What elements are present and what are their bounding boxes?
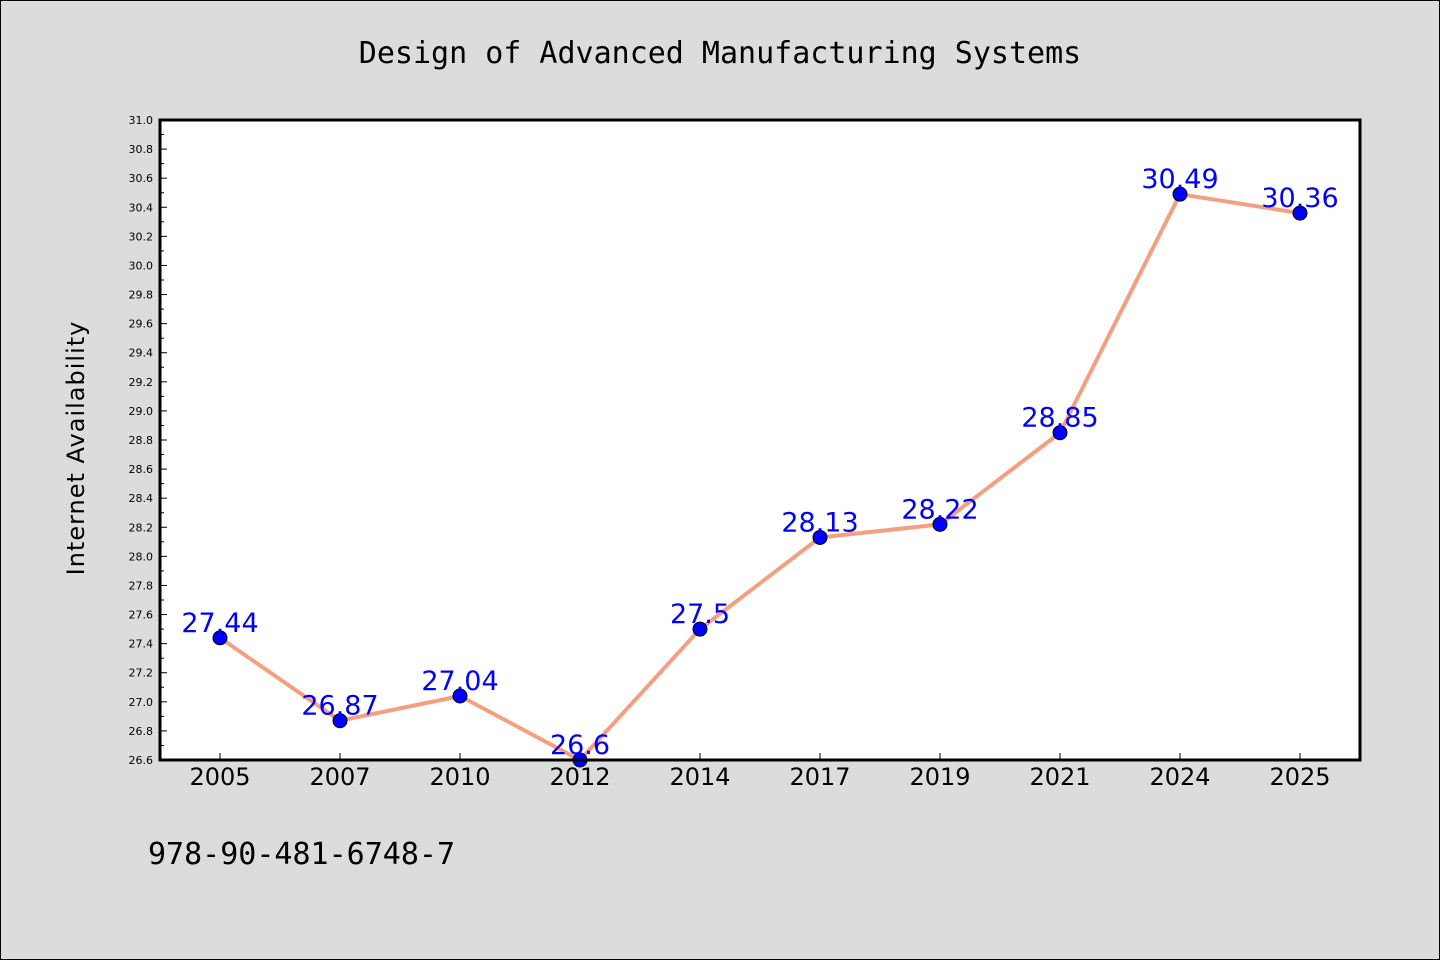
x-tick-label: 2010 xyxy=(429,763,490,791)
data-label: 26.6 xyxy=(550,730,610,761)
data-label: 28.22 xyxy=(901,494,978,525)
y-tick-label: 28.2 xyxy=(129,521,154,534)
data-point xyxy=(212,630,228,646)
y-tick-label: 30.2 xyxy=(129,230,154,243)
series-line xyxy=(218,192,1302,762)
x-tick-label: 2005 xyxy=(189,763,250,791)
isbn-text: 978-90-481-6748-7 xyxy=(148,837,455,872)
x-tick-label: 2025 xyxy=(1269,763,1330,791)
data-label: 30.49 xyxy=(1141,164,1218,195)
y-tick-label: 27.0 xyxy=(129,696,154,709)
y-tick-label: 28.6 xyxy=(129,463,154,476)
y-tick-label: 27.8 xyxy=(129,579,154,592)
x-tick-label: 2021 xyxy=(1029,763,1090,791)
y-tick-label: 29.4 xyxy=(129,347,154,360)
data-point xyxy=(812,529,828,545)
data-point xyxy=(1292,205,1308,221)
x-axis-ticks: 2005 2007 2010 2012 2014 2017 2019 2021 2024 2025 xyxy=(189,753,1331,791)
x-tick-label: 2007 xyxy=(309,763,370,791)
x-tick-label: 2017 xyxy=(789,763,850,791)
y-axis-ticks: 26.6 26.8 27.0 27.2 27.4 27.6 27.8 28.0 28.2 28.4… xyxy=(129,114,167,767)
y-tick-label: 31.0 xyxy=(129,114,154,127)
data-label: 28.13 xyxy=(781,507,858,538)
y-tick-label: 26.8 xyxy=(129,725,154,738)
y-tick-label: 27.2 xyxy=(129,667,154,680)
y-tick-label: 29.0 xyxy=(129,405,154,418)
y-tick-label: 28.0 xyxy=(129,550,154,563)
plot-area xyxy=(160,120,1360,760)
y-tick-label: 29.2 xyxy=(129,376,154,389)
data-point xyxy=(1172,186,1188,202)
data-point xyxy=(452,688,468,704)
data-label: 27.44 xyxy=(181,608,258,639)
data-label: 27.04 xyxy=(421,666,498,697)
x-tick-label: 2019 xyxy=(909,763,970,791)
y-tick-label: 28.4 xyxy=(129,492,154,505)
y-tick-label: 29.6 xyxy=(129,318,154,331)
plot-frame xyxy=(158,118,1362,762)
y-axis-label: Internet Availability xyxy=(62,321,90,576)
y-tick-label: 27.4 xyxy=(129,638,154,651)
y-tick-label: 30.6 xyxy=(129,172,154,185)
data-label: 30.36 xyxy=(1261,183,1338,214)
x-tick-label: 2014 xyxy=(669,763,730,791)
x-tick-label: 2024 xyxy=(1149,763,1210,791)
data-point xyxy=(1052,425,1068,441)
series-line-group xyxy=(218,192,1302,762)
data-point xyxy=(692,621,708,637)
y-tick-label: 28.8 xyxy=(129,434,154,447)
y-tick-label: 29.8 xyxy=(129,289,154,302)
x-tick-label: 2012 xyxy=(549,763,610,791)
y-tick-label: 26.6 xyxy=(129,754,154,767)
data-label: 26.87 xyxy=(301,691,378,722)
chart-title: Design of Advanced Manufacturing Systems xyxy=(359,36,1081,71)
data-label: 27.5 xyxy=(670,599,730,630)
y-tick-label: 30.8 xyxy=(129,143,154,156)
y-tick-label: 27.6 xyxy=(129,609,154,622)
y-tick-label: 30.4 xyxy=(129,201,154,214)
y-tick-label: 30.0 xyxy=(129,259,154,272)
data-label: 28.85 xyxy=(1021,403,1098,434)
data-point xyxy=(932,516,948,532)
data-point xyxy=(332,713,348,729)
data-labels: 27.44 26.87 27.04 26.6 27.5 28.13 28.22 28.85 30… xyxy=(181,164,1338,761)
